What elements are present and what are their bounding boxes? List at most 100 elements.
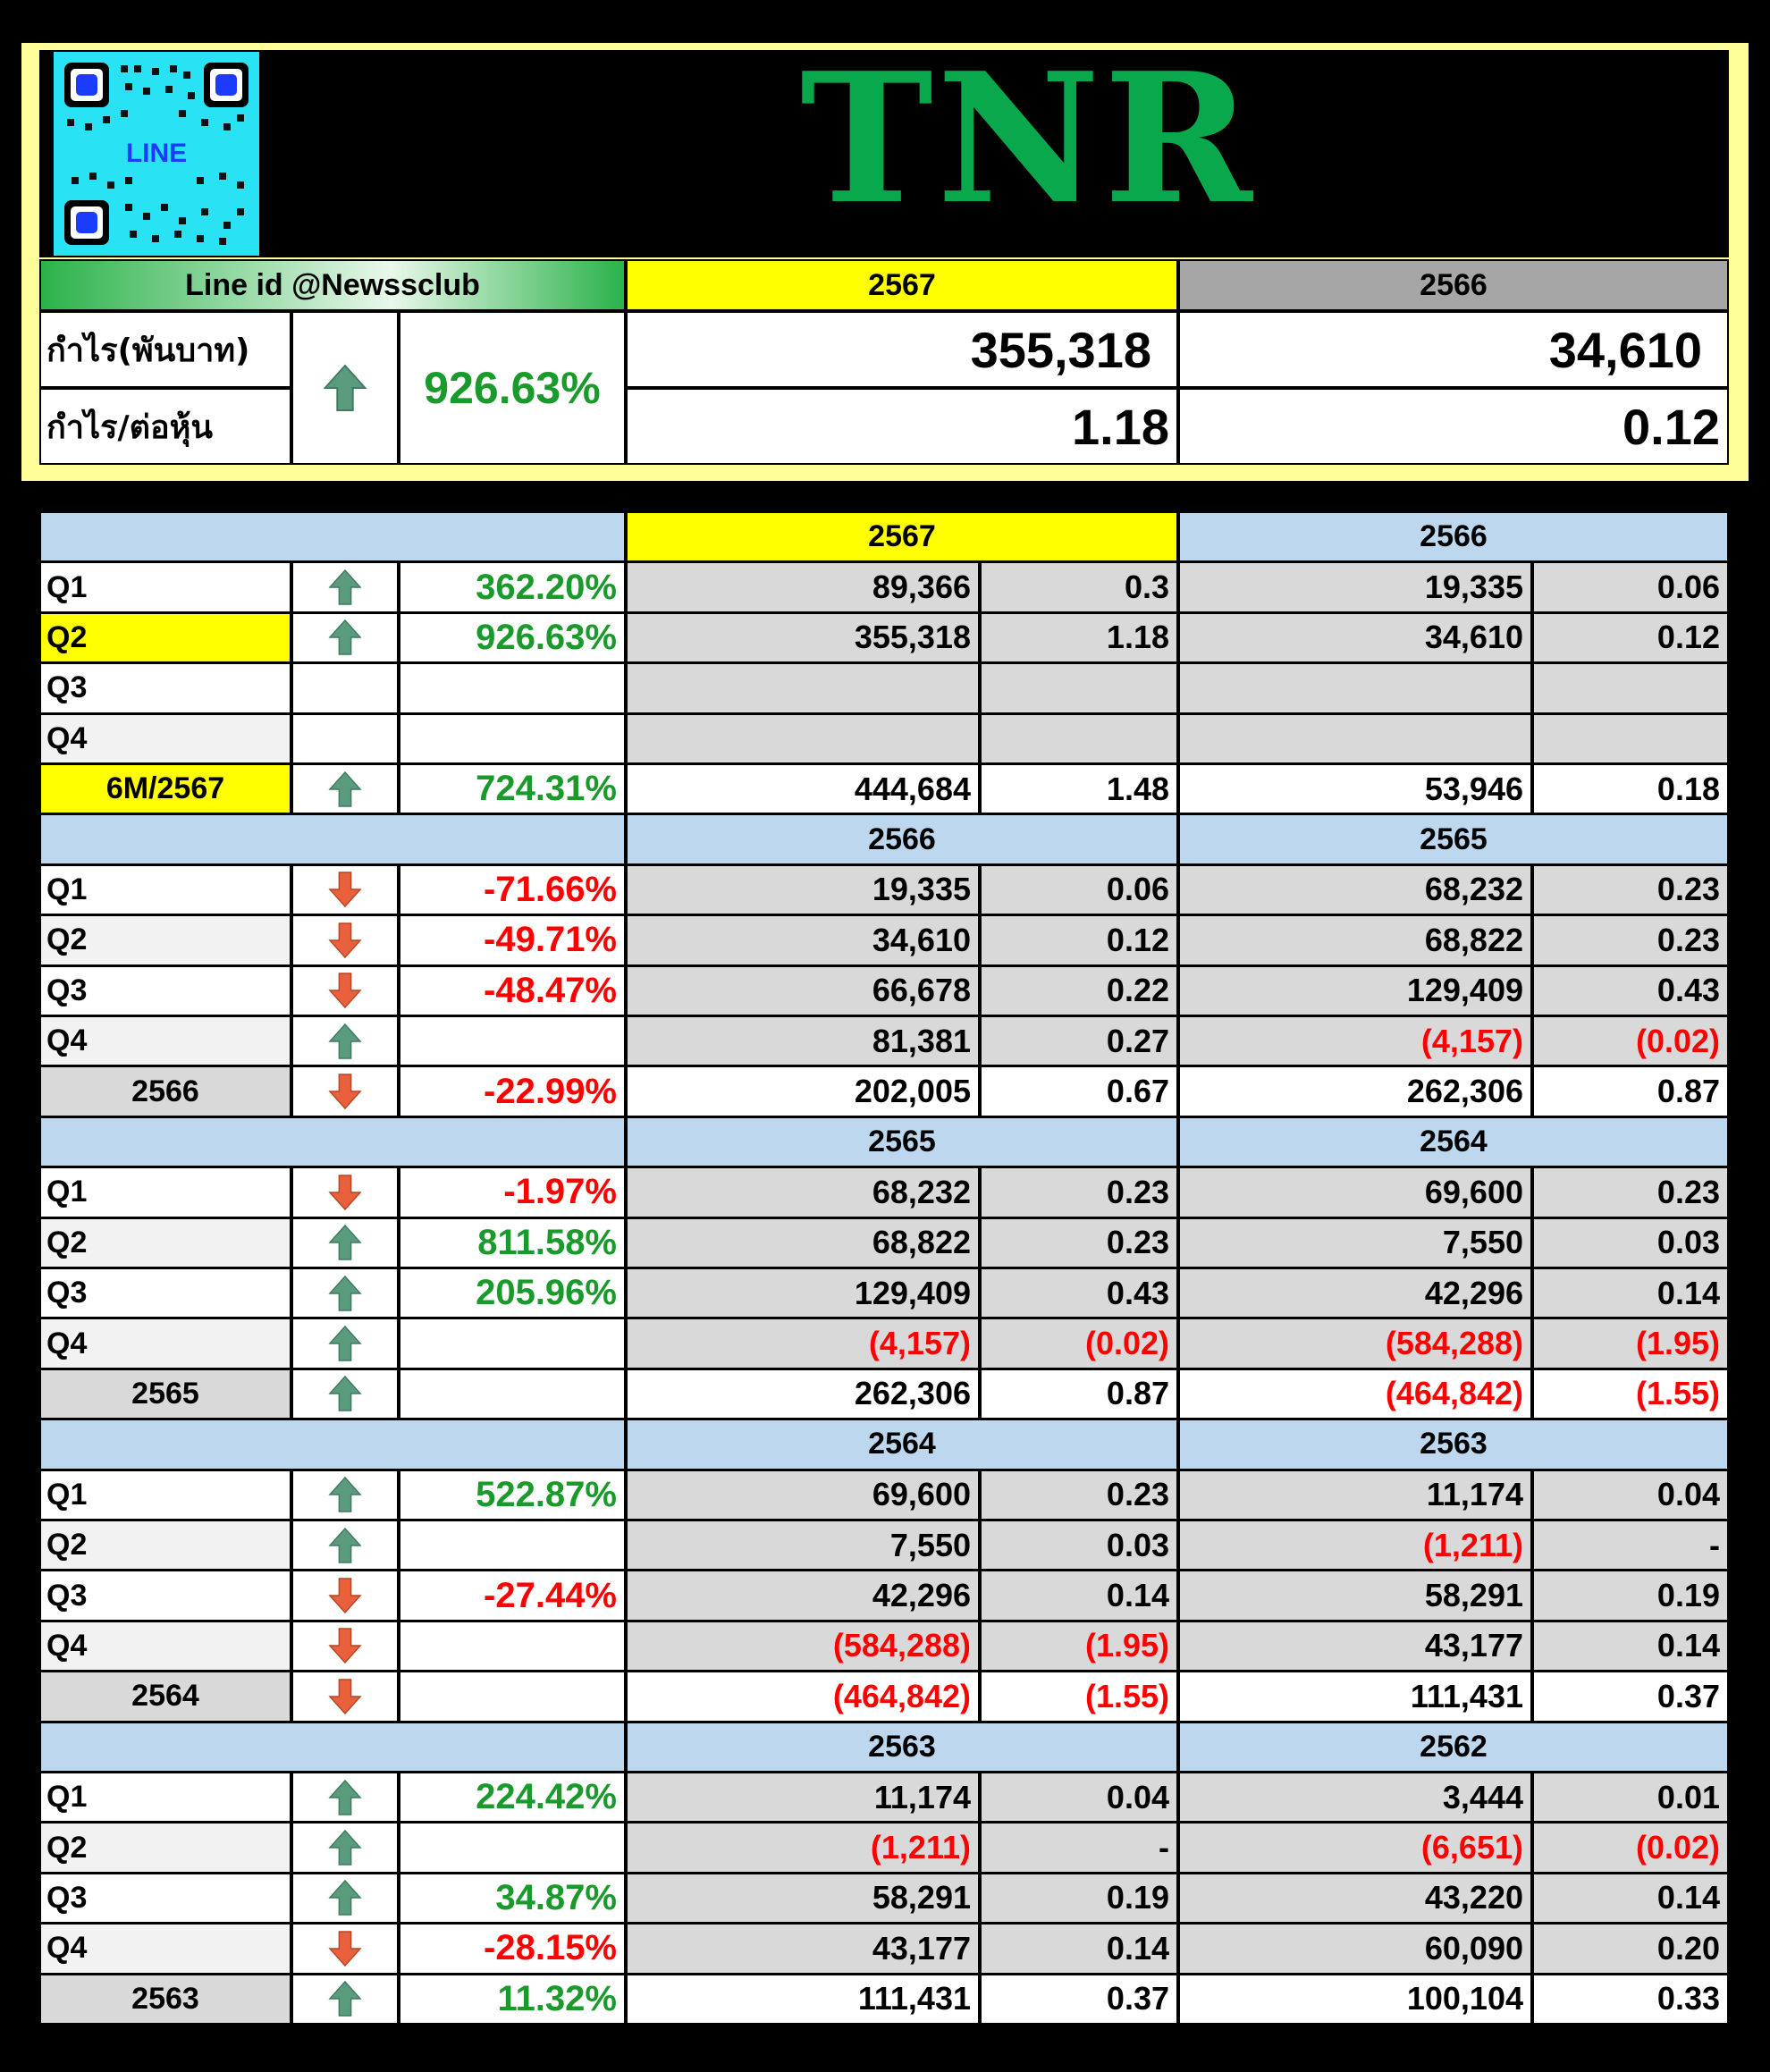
trend-arrow-cell: [291, 964, 399, 1016]
down-arrow-icon: [328, 1578, 362, 1614]
trend-arrow-cell: [291, 1620, 399, 1672]
profit-current-year: 262,306: [626, 1368, 980, 1420]
trend-arrow-cell: [291, 1822, 399, 1874]
eps-current-year: 0.12: [980, 914, 1178, 966]
trend-arrow-cell: [291, 1217, 399, 1268]
ticker-symbol: TNR: [800, 34, 1256, 244]
change-percent: [399, 1520, 626, 1571]
profit-previous-year: 100,104: [1178, 1973, 1532, 2025]
header-eps-current: 1.18: [626, 388, 1178, 465]
down-arrow-icon: [328, 1628, 362, 1664]
header-year-current: 2567: [626, 259, 1178, 311]
header-profit-previous: 34,610: [1178, 311, 1729, 388]
down-arrow-icon: [328, 1931, 362, 1967]
trend-arrow-cell: [291, 1671, 399, 1722]
profit-previous-year: (464,842): [1178, 1368, 1532, 1420]
profit-previous-year: 53,946: [1178, 763, 1532, 815]
trend-arrow-cell: [291, 1368, 399, 1420]
change-percent: -28.15%: [399, 1923, 626, 1975]
eps-current-year: 0.06: [980, 863, 1178, 916]
profit-current-year: (1,211): [626, 1822, 980, 1874]
profit-current-year: 43,177: [626, 1923, 980, 1975]
change-percent: 224.42%: [399, 1772, 626, 1824]
up-arrow-icon: [328, 1981, 362, 2017]
change-percent: 522.87%: [399, 1469, 626, 1520]
profit-current-year: 202,005: [626, 1065, 980, 1117]
row-label: Q1: [39, 1167, 291, 1218]
section-header-blank: [39, 511, 626, 563]
change-percent: 11.32%: [399, 1973, 626, 2025]
eps-current-year: 1.48: [980, 763, 1178, 815]
up-arrow-icon: [328, 1779, 362, 1815]
up-arrow-icon: [328, 619, 362, 656]
trend-arrow-cell: [291, 712, 399, 764]
up-arrow-icon: [323, 364, 367, 411]
eps-current-year: 0.14: [980, 1570, 1178, 1621]
profit-previous-year: [1178, 712, 1532, 764]
up-arrow-icon: [328, 771, 362, 807]
header-arrow-cell: [291, 311, 399, 465]
eps-current-year: 0.27: [980, 1015, 1178, 1067]
line-qr-code[interactable]: LINE: [54, 52, 259, 256]
up-arrow-icon: [328, 1225, 362, 1260]
header-change-percent: 926.63%: [399, 311, 626, 465]
section-year-b: 2564: [1178, 1116, 1729, 1168]
profit-previous-year: [1178, 662, 1532, 714]
section-year-a: 2564: [626, 1419, 1178, 1470]
eps-current-year: (0.02): [980, 1318, 1178, 1369]
change-percent: [399, 1671, 626, 1722]
section-header-blank: [39, 1116, 626, 1168]
line-id-label[interactable]: Line id @Newssclub: [39, 259, 626, 311]
profit-previous-year: 68,822: [1178, 914, 1532, 966]
up-arrow-icon: [328, 1880, 362, 1916]
header-year-previous: 2566: [1178, 259, 1729, 311]
trend-arrow-cell: [291, 1065, 399, 1117]
change-percent: [399, 1822, 626, 1874]
eps-previous-year: 0.37: [1532, 1671, 1729, 1722]
up-arrow-icon: [328, 1477, 362, 1512]
profit-current-year: 355,318: [626, 611, 980, 664]
profit-previous-year: (4,157): [1178, 1015, 1532, 1067]
up-arrow-icon: [328, 1527, 362, 1563]
profit-current-year: (584,288): [626, 1620, 980, 1672]
up-arrow-icon: [328, 1275, 362, 1311]
trend-arrow-cell: [291, 1872, 399, 1925]
eps-previous-year: [1532, 712, 1729, 764]
trend-arrow-cell: [291, 561, 399, 613]
down-arrow-icon: [328, 922, 362, 958]
eps-previous-year: 0.87: [1532, 1065, 1729, 1117]
profit-previous-year: (1,211): [1178, 1520, 1532, 1571]
eps-current-year: (1.95): [980, 1620, 1178, 1672]
section-year-b: 2562: [1178, 1721, 1729, 1773]
row-label: Q2: [39, 914, 291, 966]
row-label: Q2: [39, 1822, 291, 1874]
profit-current-year: 58,291: [626, 1872, 980, 1925]
trend-arrow-cell: [291, 662, 399, 714]
eps-current-year: 0.23: [980, 1167, 1178, 1218]
row-label: 2566: [39, 1065, 291, 1117]
row-label: 2564: [39, 1671, 291, 1722]
eps-previous-year: (1.95): [1532, 1318, 1729, 1369]
section-header-blank: [39, 1721, 626, 1773]
eps-current-year: 0.3: [980, 561, 1178, 613]
up-arrow-icon: [328, 1023, 362, 1059]
row-label: Q4: [39, 1015, 291, 1067]
row-label: 2563: [39, 1973, 291, 2025]
change-percent: -48.47%: [399, 964, 626, 1016]
profit-previous-year: 69,600: [1178, 1167, 1532, 1218]
profit-previous-year: 262,306: [1178, 1065, 1532, 1117]
profit-current-year: 19,335: [626, 863, 980, 916]
qr-label: LINE: [126, 139, 187, 168]
eps-current-year: 0.22: [980, 964, 1178, 1016]
section-year-a: 2566: [626, 813, 1178, 865]
eps-previous-year: (0.02): [1532, 1015, 1729, 1067]
profit-previous-year: 68,232: [1178, 863, 1532, 916]
row-label: Q2: [39, 1520, 291, 1571]
row-label: Q1: [39, 1772, 291, 1824]
row-label: 6M/2567: [39, 763, 291, 815]
eps-current-year: 0.03: [980, 1520, 1178, 1571]
eps-previous-year: (0.02): [1532, 1822, 1729, 1874]
row-label: Q4: [39, 1923, 291, 1975]
change-percent: 34.87%: [399, 1872, 626, 1925]
profit-previous-year: 19,335: [1178, 561, 1532, 613]
